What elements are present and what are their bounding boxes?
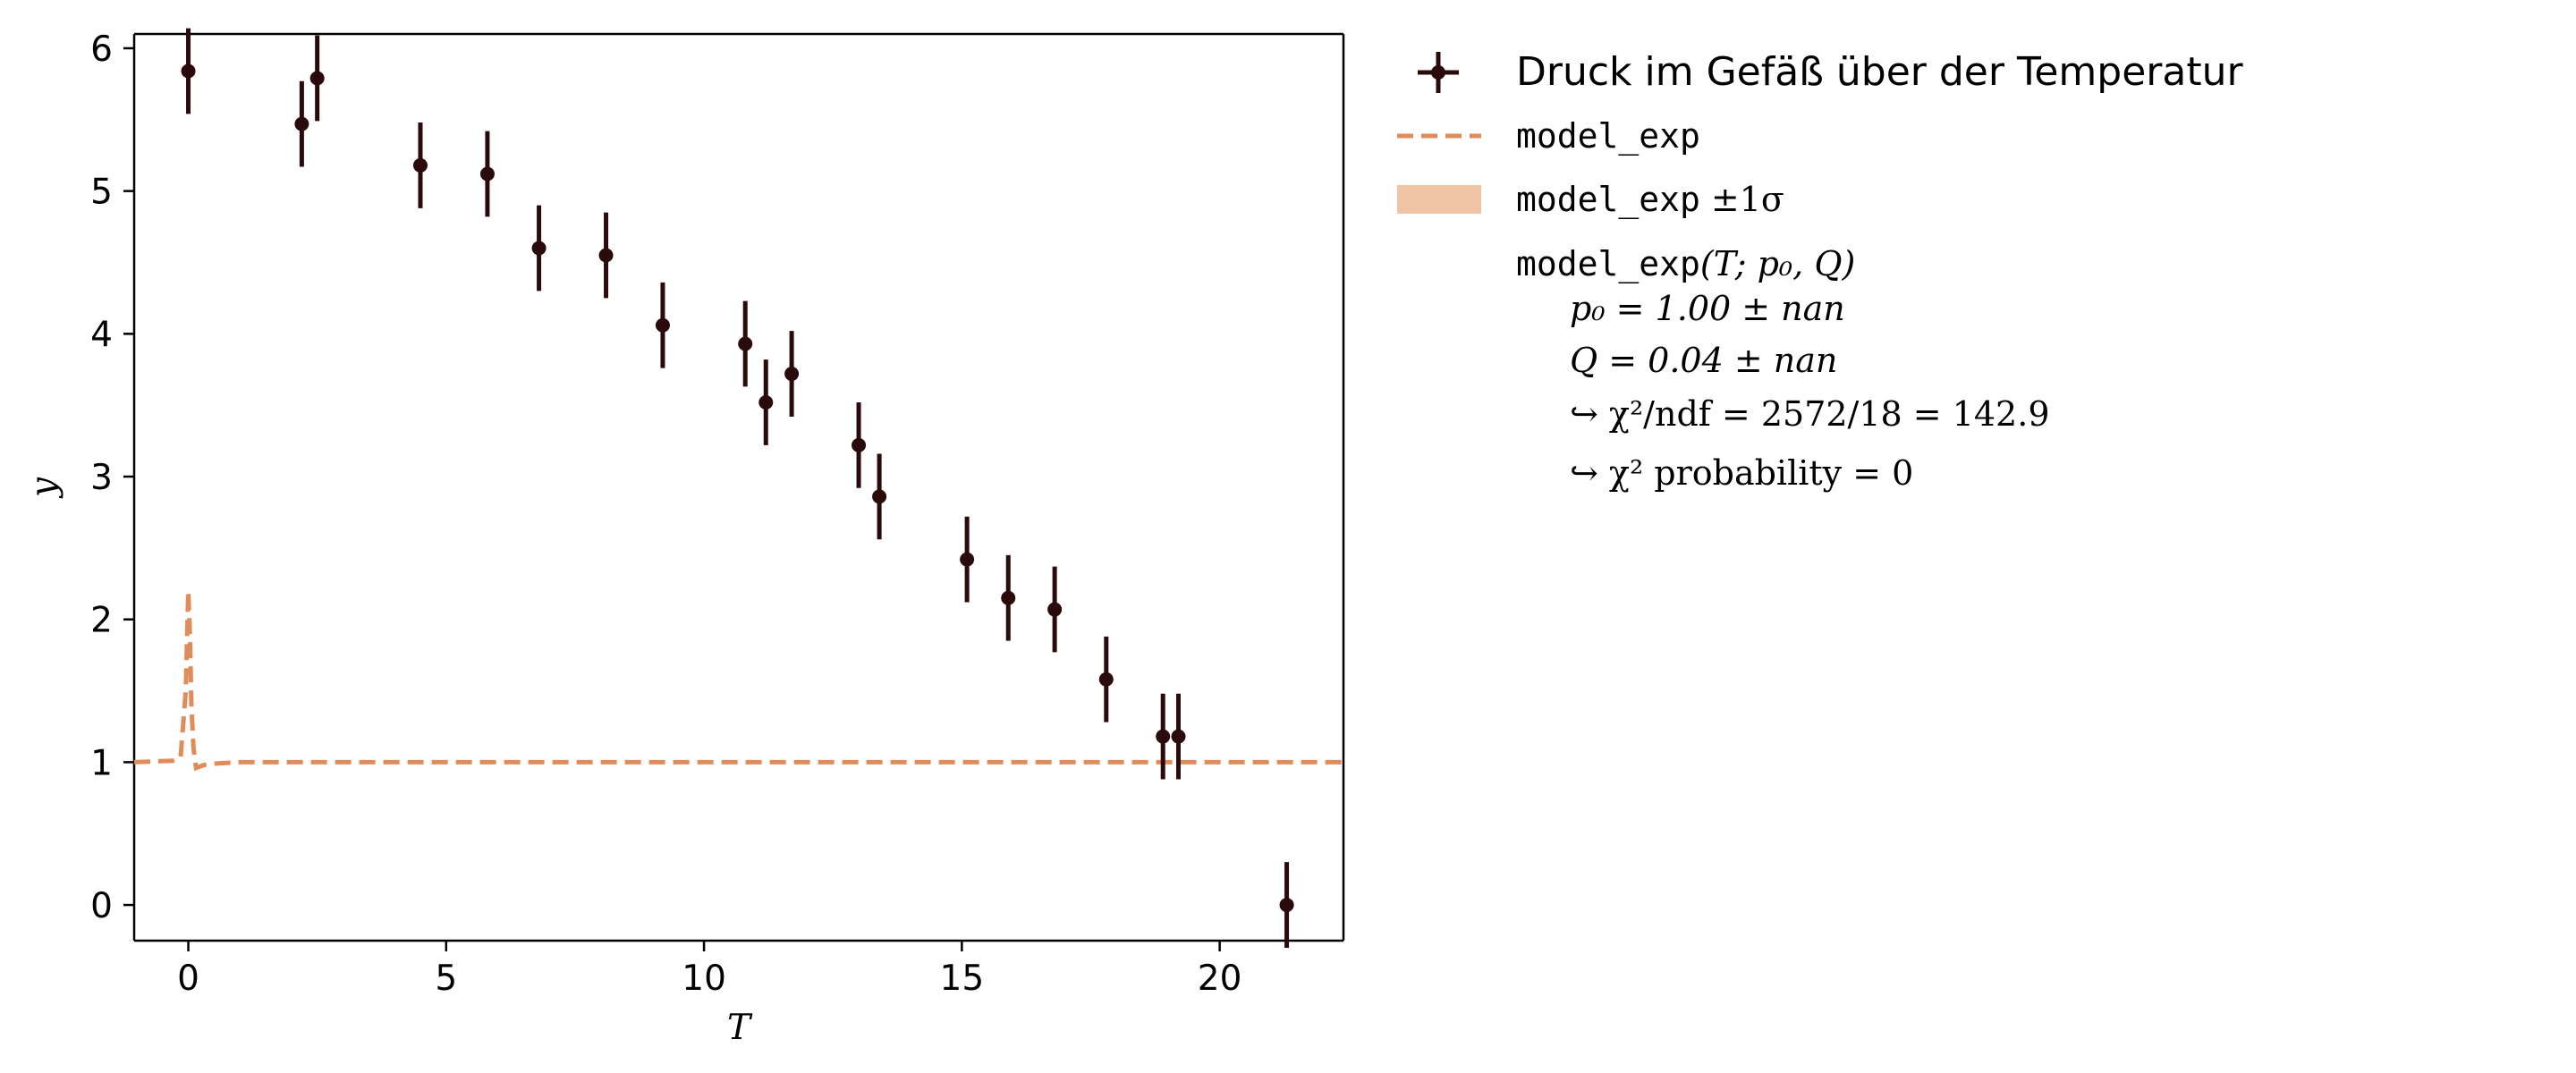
y-tick-label: 6 — [90, 30, 113, 70]
data-point — [1156, 693, 1171, 780]
y-axis-ticks: 0 1 2 3 4 5 6 — [90, 30, 134, 926]
x-tick-label: 20 — [1198, 959, 1242, 999]
data-point — [531, 205, 547, 291]
legend-fit-function: model_exp(T; p₀, Q) — [1516, 244, 1855, 284]
data-marker — [758, 394, 774, 410]
data-point — [1001, 554, 1016, 641]
data-point — [655, 282, 670, 368]
data-point — [960, 516, 975, 603]
data-marker — [1047, 602, 1063, 617]
data-point — [1098, 636, 1114, 722]
data-marker — [738, 336, 753, 351]
data-point — [852, 401, 867, 488]
data-point — [784, 331, 800, 417]
legend-data-label: Druck im Gefäß über der Temperatur — [1516, 49, 2243, 95]
data-point — [738, 300, 753, 387]
x-axis-ticks: 0 5 10 15 20 — [177, 941, 1241, 999]
data-point — [479, 131, 495, 217]
data-point — [181, 28, 196, 114]
legend-param-q: Q = 0.04 ± nan — [1570, 341, 1837, 380]
data-point — [1047, 566, 1063, 653]
x-tick-label: 15 — [940, 959, 985, 999]
model-series — [133, 590, 1343, 772]
legend-chi2-ndf: ↪ χ²/ndf = 2572/18 = 142.9 — [1570, 394, 2050, 434]
y-axis-label: y — [24, 477, 64, 499]
x-tick-label: 10 — [682, 959, 726, 999]
legend-model-label: model_exp — [1516, 116, 1700, 156]
legend-band-label: model_exp ±1σ — [1516, 180, 1784, 220]
data-point — [1279, 862, 1294, 948]
data-marker — [1001, 590, 1016, 605]
y-tick-label: 3 — [90, 458, 113, 498]
data-marker — [852, 437, 867, 452]
x-axis-label: T — [727, 1008, 753, 1048]
legend-param-p0: p₀ = 1.00 ± nan — [1570, 289, 1845, 328]
x-tick-label: 5 — [435, 959, 457, 999]
x-tick-label: 0 — [177, 959, 199, 999]
data-series — [181, 28, 1294, 948]
y-tick-label: 4 — [90, 315, 113, 355]
data-marker — [872, 489, 887, 504]
data-point — [758, 359, 774, 445]
y-tick-label: 5 — [90, 173, 113, 213]
y-tick-label: 1 — [90, 743, 113, 783]
data-marker — [294, 116, 309, 131]
model-line — [133, 590, 1343, 772]
data-point — [872, 453, 887, 540]
data-marker — [181, 63, 196, 79]
data-marker — [598, 248, 614, 263]
data-marker — [309, 71, 325, 86]
data-point — [294, 80, 309, 167]
legend: Druck im Gefäß über der Temperatur model… — [1397, 49, 2243, 493]
data-marker — [655, 317, 670, 333]
y-tick-label: 2 — [90, 601, 113, 641]
data-point — [412, 123, 428, 208]
data-marker — [960, 552, 975, 567]
data-marker — [1171, 729, 1186, 744]
data-marker — [1279, 898, 1294, 913]
data-marker — [1098, 672, 1114, 687]
data-point — [1171, 693, 1186, 780]
y-tick-label: 0 — [90, 886, 113, 926]
data-marker — [479, 166, 495, 182]
data-marker — [531, 241, 547, 256]
data-point — [598, 212, 614, 299]
data-point — [309, 35, 325, 122]
data-marker — [784, 367, 800, 382]
plot-area: 0 5 10 15 20 0 1 2 3 4 5 6 T y — [24, 28, 1345, 1048]
legend-band-swatch — [1397, 185, 1481, 214]
data-marker — [1156, 729, 1171, 744]
data-marker — [412, 157, 428, 173]
legend-data-marker — [1418, 52, 1459, 93]
legend-chi2-probability: ↪ χ² probability = 0 — [1570, 453, 1913, 493]
